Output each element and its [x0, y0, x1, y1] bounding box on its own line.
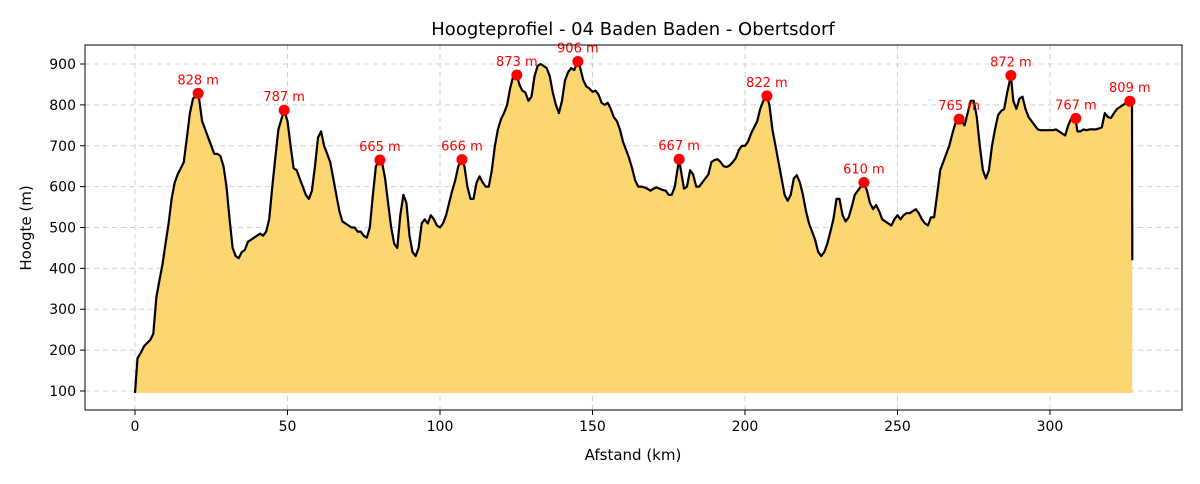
chart-title: Hoogteprofiel - 04 Baden Baden - Obertsd… [431, 19, 835, 40]
y-tick-label: 800 [49, 98, 76, 114]
peak-label: 767 m [1055, 98, 1097, 113]
y-axis-label: Hoogte (m) [17, 185, 35, 270]
peak-marker [278, 104, 290, 116]
x-tick-label: 0 [131, 419, 140, 435]
elevation-line [133, 60, 1134, 394]
y-tick-label: 500 [49, 221, 76, 237]
peak-marker [511, 69, 523, 81]
peak-label: 822 m [746, 76, 788, 91]
peak-marker [1070, 112, 1082, 124]
peak-label: 610 m [843, 163, 885, 178]
x-tick-label: 300 [1037, 419, 1064, 435]
peak-marker [1124, 95, 1136, 107]
peak-label: 665 m [359, 140, 401, 155]
y-tick-label: 200 [49, 343, 76, 359]
y-tick-label: 400 [49, 261, 76, 277]
x-axis-label: Afstand (km) [585, 446, 682, 464]
peak-label: 906 m [557, 42, 599, 57]
peak-marker [192, 87, 204, 99]
peak-label: 872 m [990, 55, 1032, 70]
peak-label: 787 m [263, 90, 305, 105]
axes: 0 50 100 150 200 250 300 100 200 300 400 500 600 700 8… [49, 44, 1183, 435]
peak-label: 666 m [441, 140, 483, 155]
x-tick-label: 250 [884, 419, 911, 435]
plot-area: 828 m 787 m 665 m 666 m 873 m 906 m 667 m 822 m… [133, 42, 1151, 394]
x-tick-label: 50 [279, 419, 297, 435]
y-tick-label: 300 [49, 302, 76, 318]
y-tick-label: 600 [49, 180, 76, 196]
x-tick-label: 100 [427, 419, 454, 435]
peak-label: 765 m [938, 99, 980, 114]
peak-marker [1005, 69, 1017, 81]
peak-marker [572, 56, 584, 68]
peak-label: 828 m [177, 73, 219, 88]
peak-marker [858, 177, 870, 189]
peak-label: 809 m [1109, 81, 1151, 96]
y-tick-label: 900 [49, 57, 76, 73]
peak-marker [673, 153, 685, 165]
peak-label: 667 m [658, 139, 700, 154]
peak-label: 873 m [496, 55, 538, 70]
peak-marker [953, 113, 965, 125]
x-tick-label: 150 [579, 419, 606, 435]
y-tick-label: 700 [49, 139, 76, 155]
peak-marker [761, 90, 773, 102]
peak-marker [374, 154, 386, 166]
x-tick-label: 200 [732, 419, 759, 435]
y-tick-label: 100 [49, 384, 76, 400]
axes-frame [84, 44, 1183, 411]
peak-marker [456, 154, 468, 166]
elevation-fill [135, 61, 1133, 394]
